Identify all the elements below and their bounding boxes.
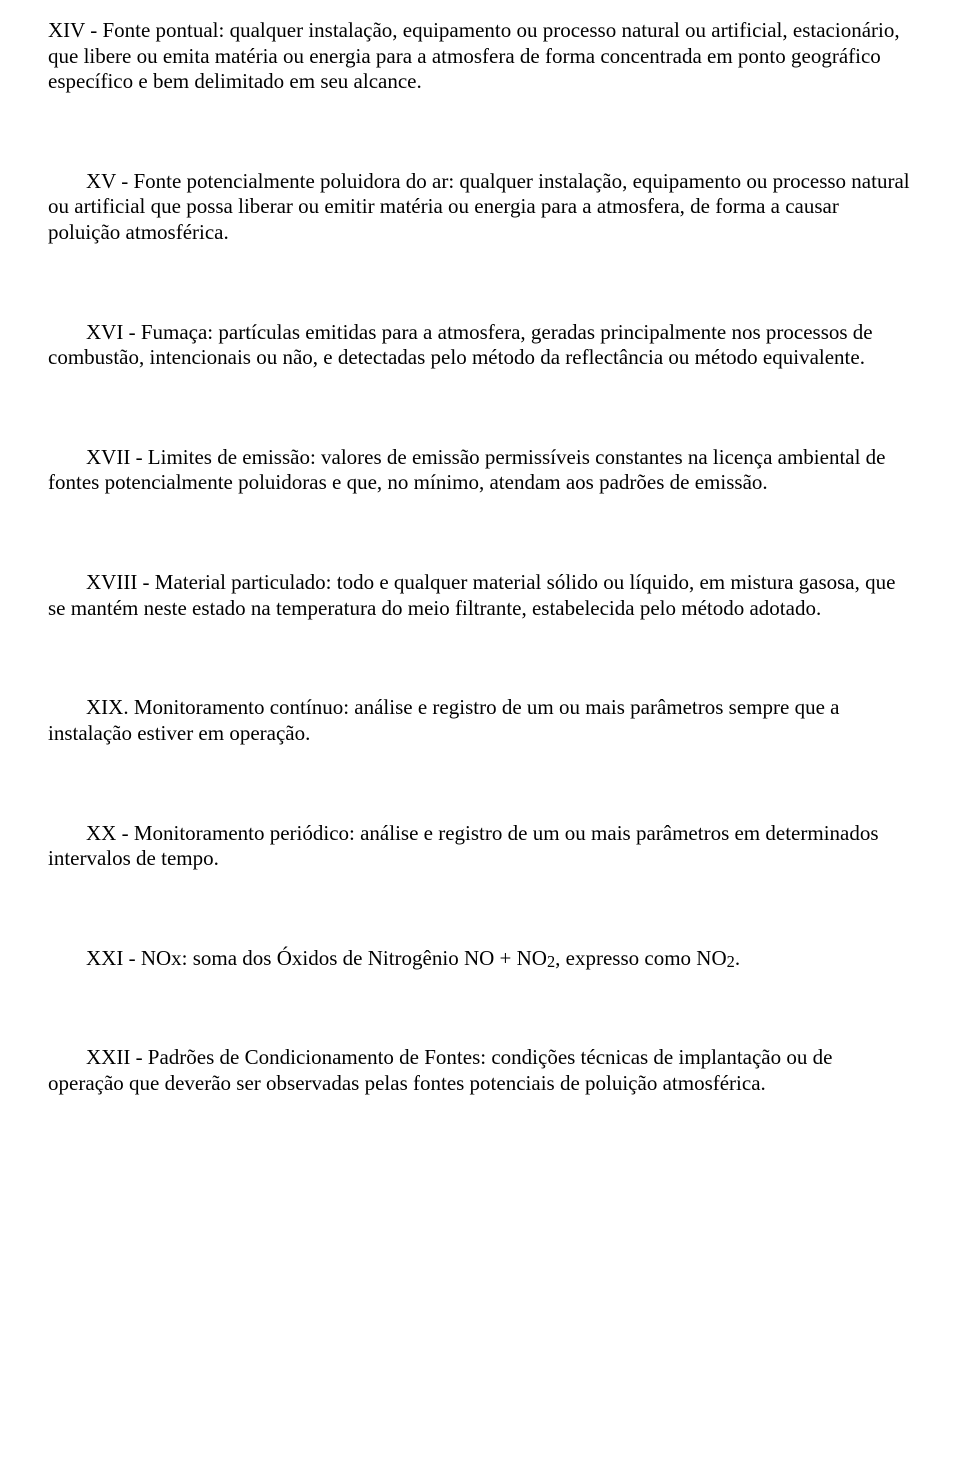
paragraph-text: XIX. Monitoramento contínuo: análise e r…: [48, 695, 839, 745]
paragraph-text: XVI - Fumaça: partículas emitidas para a…: [48, 320, 873, 370]
paragraph: XXI - NOx: soma dos Óxidos de Nitrogênio…: [48, 946, 912, 972]
subscript-text: 2: [727, 952, 735, 971]
paragraph: XVII - Limites de emissão: valores de em…: [48, 445, 912, 496]
subscript-text: 2: [547, 952, 555, 971]
paragraph-text: XV - Fonte potencialmente poluidora do a…: [48, 169, 910, 244]
paragraph: XIX. Monitoramento contínuo: análise e r…: [48, 695, 912, 746]
paragraph: XVIII - Material particulado: todo e qua…: [48, 570, 912, 621]
paragraph: XX - Monitoramento periódico: análise e …: [48, 821, 912, 872]
paragraph: XVI - Fumaça: partículas emitidas para a…: [48, 320, 912, 371]
paragraph-text: .: [735, 946, 740, 970]
paragraph-text: XXII - Padrões de Condicionamento de Fon…: [48, 1045, 832, 1095]
paragraph-text: XIV - Fonte pontual: qualquer instalação…: [48, 18, 900, 93]
paragraph: XIV - Fonte pontual: qualquer instalação…: [48, 18, 912, 95]
paragraph-text: XVIII - Material particulado: todo e qua…: [48, 570, 895, 620]
paragraph: XV - Fonte potencialmente poluidora do a…: [48, 169, 912, 246]
paragraph-text: XVII - Limites de emissão: valores de em…: [48, 445, 886, 495]
document-body: XIV - Fonte pontual: qualquer instalação…: [48, 18, 912, 1097]
paragraph-text: XXI - NOx: soma dos Óxidos de Nitrogênio…: [86, 946, 547, 970]
paragraph-text: , expresso como NO: [555, 946, 726, 970]
paragraph: XXII - Padrões de Condicionamento de Fon…: [48, 1045, 912, 1096]
paragraph-text: XX - Monitoramento periódico: análise e …: [48, 821, 879, 871]
